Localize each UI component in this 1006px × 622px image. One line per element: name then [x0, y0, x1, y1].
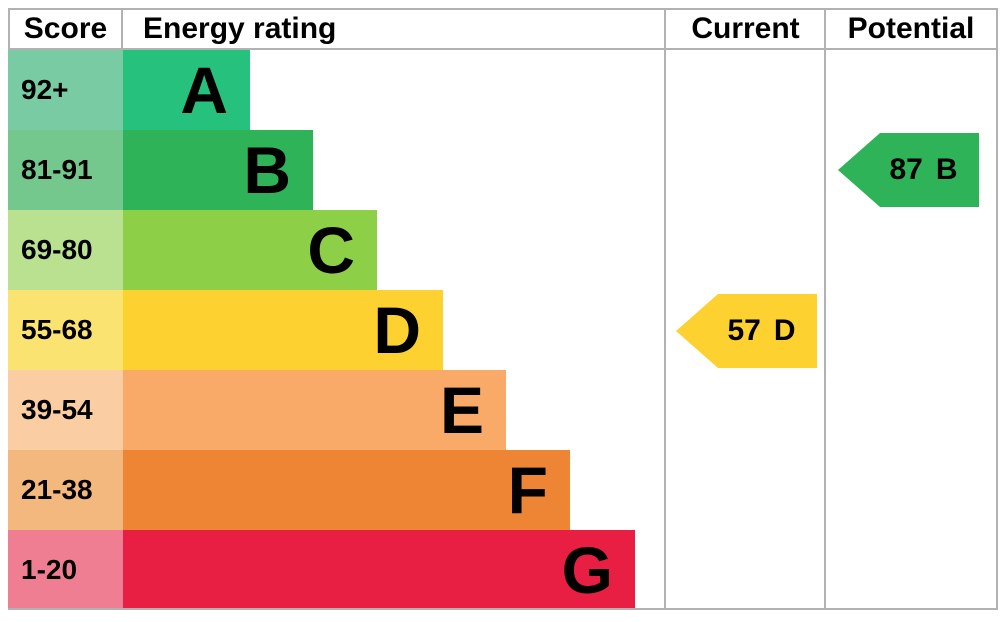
band-letter-g: G: [561, 533, 613, 607]
header-energy-rating-label: Energy rating: [143, 12, 337, 45]
potential-rating-arrow: 87 B: [838, 133, 979, 207]
left-arrow-icon: [838, 133, 979, 207]
current-arrow-shape-svg: [676, 294, 817, 368]
band-score-d: 55-68: [8, 290, 123, 370]
potential-rating-label: 87 B: [874, 133, 973, 207]
current-rating-value: 57: [727, 314, 761, 347]
band-score-g: 1-20: [8, 530, 123, 610]
band-letter-c: C: [307, 213, 355, 287]
header-energy-rating: Energy rating: [123, 8, 666, 50]
band-letter-f: F: [507, 453, 548, 527]
header-score-label: Score: [23, 12, 108, 45]
current-rating-band: D: [773, 314, 796, 347]
current-rating-arrow: 57 D: [676, 294, 817, 368]
current-rating-label: 57 D: [712, 294, 811, 368]
header-current: Current: [666, 8, 825, 50]
grid-line-right: [996, 8, 998, 610]
band-letter-b: B: [243, 133, 291, 207]
band-score-b: 81-91: [8, 130, 123, 210]
band-bar-c: C: [123, 210, 377, 290]
grid-line-bottom: [8, 608, 998, 610]
grid-line-potential-divider: [824, 8, 826, 610]
band-bar-d: D: [123, 290, 443, 370]
grid-line-header-bottom: [8, 48, 998, 50]
potential-rating-band: B: [935, 153, 958, 186]
band-bar-f: F: [123, 450, 570, 530]
band-bar-g: G: [123, 530, 635, 610]
header-potential: Potential: [826, 8, 996, 50]
header-current-label: Current: [691, 12, 800, 45]
band-score-e: 39-54: [8, 370, 123, 450]
header-potential-label: Potential: [847, 12, 975, 45]
band-letter-d: D: [373, 293, 421, 367]
band-letter-e: E: [439, 373, 484, 447]
band-score-f: 21-38: [8, 450, 123, 530]
header-score: Score: [8, 8, 123, 50]
grid-line-current-divider: [664, 8, 666, 610]
grid-line-left: [8, 8, 10, 50]
band-score-c: 69-80: [8, 210, 123, 290]
grid-line-score-divider: [121, 8, 123, 50]
potential-rating-value: 87: [889, 153, 923, 186]
band-bar-e: E: [123, 370, 506, 450]
potential-arrow-shape-svg: [838, 133, 979, 207]
band-bar-a: A: [123, 50, 250, 130]
band-bar-b: B: [123, 130, 313, 210]
band-score-a: 92+: [8, 50, 123, 130]
grid-line-top: [8, 8, 998, 10]
left-arrow-icon: [676, 294, 817, 368]
band-letter-a: A: [180, 53, 228, 127]
